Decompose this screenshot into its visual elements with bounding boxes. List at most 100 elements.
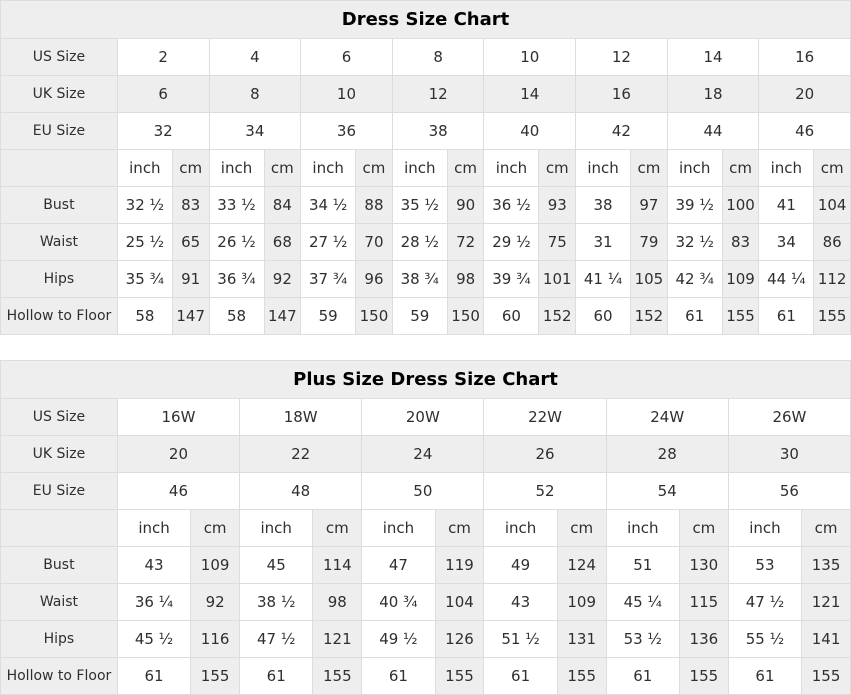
size-cell: 36 xyxy=(300,112,393,150)
measurement-inch-cell: 29 ½ xyxy=(483,223,540,261)
size-cell: 40 xyxy=(483,112,577,150)
measurement-cm-cell: 136 xyxy=(678,620,729,658)
measurement-inch-cell: 43 xyxy=(116,546,192,584)
row-label: EU Size xyxy=(0,112,118,150)
measurement-inch-cell: 44 ¼ xyxy=(758,260,815,298)
row-label: Hips xyxy=(0,620,118,658)
measurement-row: Waist 25 ½ 65 26 ½ 68 27 ½ 70 28 ½ 72 29 ½ 75 31 79 3… xyxy=(0,223,851,261)
row-label: US Size xyxy=(0,38,118,76)
measurement-row: Waist 36 ¼ 92 38 ½ 98 40 ¾ 104 43 109 45 ¼ 115 47 ½… xyxy=(0,583,851,621)
measurement-cm-cell: 155 xyxy=(434,657,485,695)
unit-inch-cell: inch xyxy=(727,509,803,547)
measurement-cm-cell: 100 xyxy=(721,186,760,224)
unit-inch-cell: inch xyxy=(758,149,815,187)
measurement-inch-cell: 38 ½ xyxy=(239,583,314,621)
measurement-cm-cell: 72 xyxy=(446,223,485,261)
measurement-inch-cell: 47 ½ xyxy=(727,583,803,621)
row-label: Hollow to Floor xyxy=(0,297,118,335)
size-cell: 22W xyxy=(483,398,607,436)
measurement-inch-cell: 45 ¼ xyxy=(605,583,680,621)
size-cell: 48 xyxy=(239,472,363,510)
row-label: Waist xyxy=(0,583,118,621)
size-cell: 16 xyxy=(575,75,668,113)
measurement-inch-cell: 60 xyxy=(575,297,632,335)
measurement-cm-cell: 135 xyxy=(801,546,851,584)
measurement-cm-cell: 79 xyxy=(630,223,668,261)
measurement-cm-cell: 155 xyxy=(556,657,607,695)
size-chart-table: Dress Size Chart US Size 2 4 6 8 10 12 14 16 UK Si… xyxy=(0,0,851,335)
measurement-inch-cell: 35 ¾ xyxy=(116,260,173,298)
measurement-cm-cell: 141 xyxy=(801,620,851,658)
measurement-cm-cell: 155 xyxy=(721,297,760,335)
measurement-cm-cell: 70 xyxy=(355,223,393,261)
size-cell: 20 xyxy=(758,75,851,113)
measurement-inch-cell: 58 xyxy=(208,297,265,335)
measurement-cm-cell: 150 xyxy=(446,297,485,335)
measurement-inch-cell: 27 ½ xyxy=(300,223,357,261)
unit-cm-cell: cm xyxy=(721,149,760,187)
measurement-inch-cell: 61 xyxy=(666,297,723,335)
unit-inch-cell: inch xyxy=(575,149,632,187)
measurement-row: Bust 43 109 45 114 47 119 49 124 51 130 53 135 xyxy=(0,546,851,584)
size-row: EU Size 46 48 50 52 54 56 xyxy=(0,472,851,510)
measurement-cm-cell: 121 xyxy=(801,583,851,621)
size-cell: 22 xyxy=(239,435,363,473)
unit-inch-cell: inch xyxy=(116,509,192,547)
size-cell: 10 xyxy=(483,38,577,76)
measurement-cm-cell: 105 xyxy=(630,260,668,298)
measurement-inch-cell: 60 xyxy=(483,297,540,335)
size-cell: 12 xyxy=(391,75,485,113)
measurement-inch-cell: 53 ½ xyxy=(605,620,680,658)
table-title: Plus Size Dress Size Chart xyxy=(0,360,851,399)
unit-cm-cell: cm xyxy=(190,509,241,547)
size-cell: 8 xyxy=(208,75,302,113)
table-title: Dress Size Chart xyxy=(0,0,851,39)
measurement-inch-cell: 39 ¾ xyxy=(483,260,540,298)
size-cell: 38 xyxy=(391,112,485,150)
measurement-inch-cell: 25 ½ xyxy=(116,223,173,261)
measurement-inch-cell: 32 ½ xyxy=(666,223,723,261)
measurement-inch-cell: 34 xyxy=(758,223,815,261)
measurement-cm-cell: 124 xyxy=(556,546,607,584)
measurement-inch-cell: 41 xyxy=(758,186,815,224)
row-label: EU Size xyxy=(0,472,118,510)
unit-inch-cell: inch xyxy=(605,509,680,547)
unit-cm-cell: cm xyxy=(630,149,668,187)
measurement-inch-cell: 59 xyxy=(391,297,448,335)
measurement-inch-cell: 49 xyxy=(483,546,558,584)
measurement-cm-cell: 97 xyxy=(630,186,668,224)
row-label: Waist xyxy=(0,223,118,261)
measurement-row: Hips 45 ½ 116 47 ½ 121 49 ½ 126 51 ½ 131 53 ½ 136 5… xyxy=(0,620,851,658)
size-cell: 32 xyxy=(116,112,210,150)
measurement-cm-cell: 147 xyxy=(171,297,210,335)
measurement-row: Hollow to Floor 58 147 58 147 59 150 59 150 60 152… xyxy=(0,297,851,335)
measurement-cm-cell: 155 xyxy=(190,657,241,695)
measurement-inch-cell: 42 ¾ xyxy=(666,260,723,298)
measurement-inch-cell: 36 ½ xyxy=(483,186,540,224)
measurement-inch-cell: 38 xyxy=(575,186,632,224)
measurement-inch-cell: 43 xyxy=(483,583,558,621)
measurement-cm-cell: 155 xyxy=(813,297,851,335)
size-chart-table: Plus Size Dress Size Chart US Size 16W 18W 2… xyxy=(0,360,851,695)
measurement-inch-cell: 26 ½ xyxy=(208,223,265,261)
row-label: Hips xyxy=(0,260,118,298)
measurement-cm-cell: 155 xyxy=(678,657,729,695)
measurement-cm-cell: 109 xyxy=(721,260,760,298)
measurement-inch-cell: 61 xyxy=(758,297,815,335)
measurement-cm-cell: 98 xyxy=(312,583,363,621)
measurement-inch-cell: 41 ¼ xyxy=(575,260,632,298)
unit-inch-cell: inch xyxy=(116,149,173,187)
size-row: UK Size 20 22 24 26 28 30 xyxy=(0,435,851,473)
size-row: EU Size 32 34 36 38 40 42 44 46 xyxy=(0,112,851,150)
size-cell: 54 xyxy=(605,472,729,510)
measurement-inch-cell: 45 xyxy=(239,546,314,584)
measurement-cm-cell: 130 xyxy=(678,546,729,584)
measurement-cm-cell: 92 xyxy=(263,260,302,298)
table-gap xyxy=(0,335,851,360)
measurement-cm-cell: 119 xyxy=(434,546,485,584)
measurement-row: Bust 32 ½ 83 33 ½ 84 34 ½ 88 35 ½ 90 36 ½ 93 38 97 39… xyxy=(0,186,851,224)
measurement-inch-cell: 34 ½ xyxy=(300,186,357,224)
unit-row-label xyxy=(0,149,118,187)
